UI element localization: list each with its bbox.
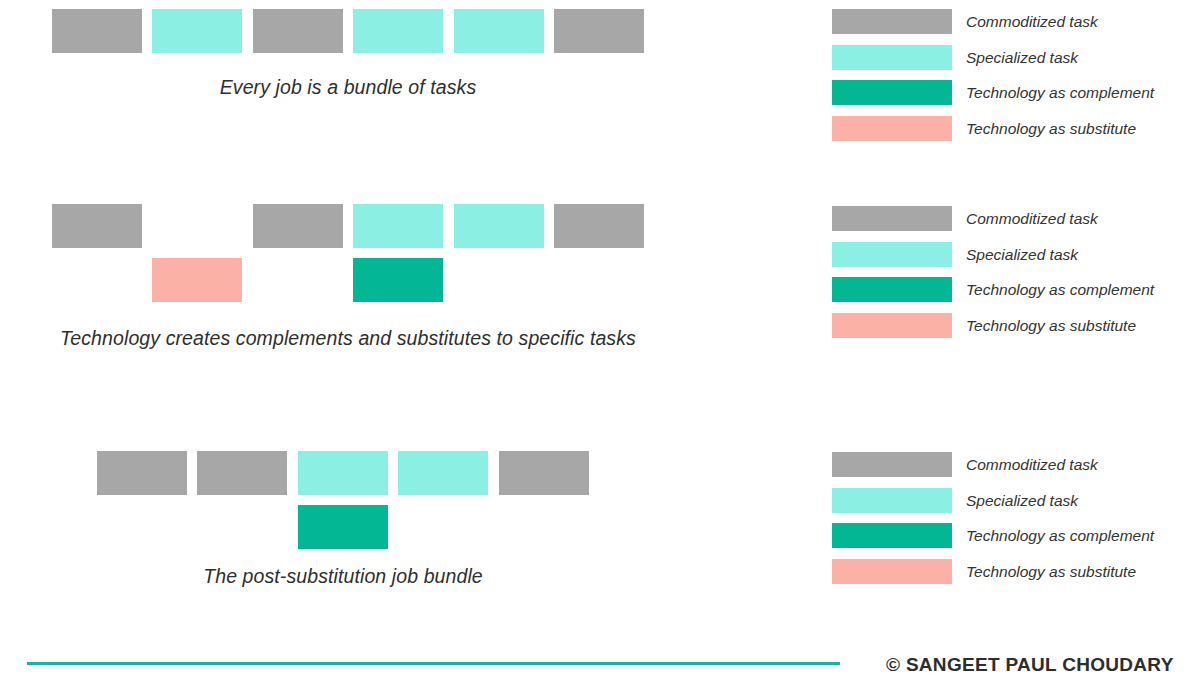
legend-swatch-complement — [832, 523, 952, 548]
legend-swatch-substitute — [832, 313, 952, 338]
task-block-commoditized — [554, 204, 644, 248]
legend-label: Specialized task — [966, 242, 1078, 267]
legend-swatch-specialized — [832, 45, 952, 70]
legend-label: Specialized task — [966, 488, 1078, 513]
task-block-commoditized — [197, 451, 287, 495]
task-block-specialized — [152, 9, 242, 53]
task-block-specialized — [353, 204, 443, 248]
row-caption: Technology creates complements and subst… — [52, 326, 644, 350]
task-block-specialized — [454, 9, 544, 53]
task-block-specialized — [398, 451, 488, 495]
task-block-complement — [353, 258, 443, 302]
legend-entry: Commoditized task — [832, 206, 1154, 231]
legend-label: Commoditized task — [966, 9, 1098, 34]
legend-swatch-substitute — [832, 559, 952, 584]
legend-entry: Technology as substitute — [832, 116, 1154, 141]
legend-swatch-specialized — [832, 488, 952, 513]
legend-swatch-commoditized — [832, 9, 952, 34]
legend-entry: Technology as complement — [832, 523, 1154, 548]
task-block-commoditized — [253, 204, 343, 248]
footer-divider-line — [27, 662, 840, 665]
legend-swatch-complement — [832, 277, 952, 302]
legend-label: Technology as substitute — [966, 559, 1136, 584]
task-block-specialized — [298, 451, 388, 495]
legend-label: Commoditized task — [966, 206, 1098, 231]
task-block-specialized — [454, 204, 544, 248]
legend-entry: Specialized task — [832, 45, 1154, 70]
row-caption: The post-substitution job bundle — [97, 564, 589, 588]
task-block-commoditized — [52, 204, 142, 248]
legend-group: Commoditized task Specialized task Technol… — [832, 452, 1154, 584]
task-block-commoditized — [499, 451, 589, 495]
legend-label: Technology as complement — [966, 523, 1154, 548]
row-caption: Every job is a bundle of tasks — [52, 75, 644, 99]
legend-entry: Technology as substitute — [832, 559, 1154, 584]
task-block-commoditized — [97, 451, 187, 495]
task-block-specialized — [353, 9, 443, 53]
legend-entry: Commoditized task — [832, 9, 1154, 34]
job-task-bundles-diagram: Every job is a bundle of tasks Technology… — [0, 0, 1200, 675]
legend-entry: Technology as complement — [832, 277, 1154, 302]
legend-entry: Specialized task — [832, 242, 1154, 267]
legend-group: Commoditized task Specialized task Technol… — [832, 206, 1154, 338]
legend-entry: Technology as complement — [832, 80, 1154, 105]
task-block-commoditized — [253, 9, 343, 53]
legend-label: Technology as substitute — [966, 116, 1136, 141]
legend-swatch-specialized — [832, 242, 952, 267]
copyright-text: © SANGEET PAUL CHOUDARY — [886, 654, 1174, 675]
legend-label: Specialized task — [966, 45, 1078, 70]
legend-label: Technology as substitute — [966, 313, 1136, 338]
legend-swatch-commoditized — [832, 206, 952, 231]
legend-group: Commoditized task Specialized task Technol… — [832, 9, 1154, 141]
task-block-complement — [298, 505, 388, 549]
task-block-commoditized — [52, 9, 142, 53]
legend-entry: Technology as substitute — [832, 313, 1154, 338]
legend-label: Commoditized task — [966, 452, 1098, 477]
legend-entry: Specialized task — [832, 488, 1154, 513]
legend-label: Technology as complement — [966, 80, 1154, 105]
legend-label: Technology as complement — [966, 277, 1154, 302]
task-block-substitute — [152, 258, 242, 302]
legend-swatch-substitute — [832, 116, 952, 141]
legend-entry: Commoditized task — [832, 452, 1154, 477]
task-block-commoditized — [554, 9, 644, 53]
legend-swatch-complement — [832, 80, 952, 105]
legend-swatch-commoditized — [832, 452, 952, 477]
